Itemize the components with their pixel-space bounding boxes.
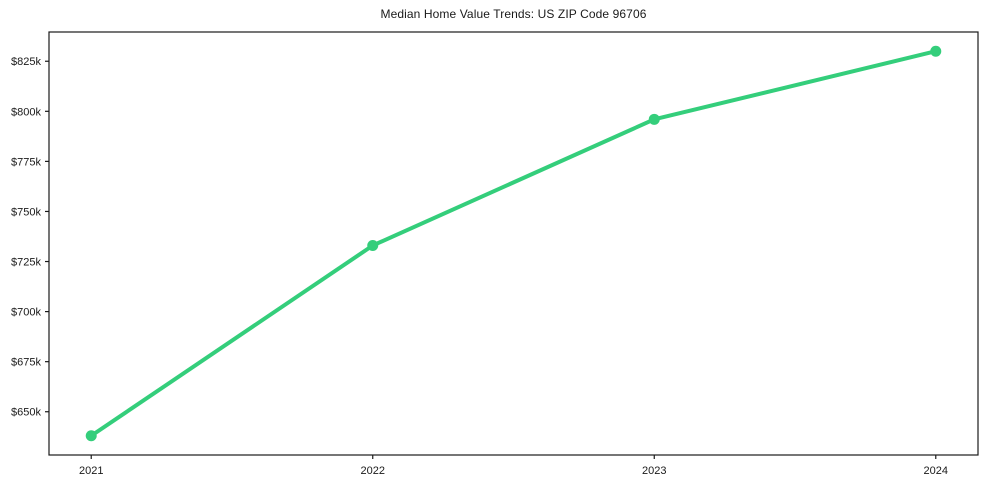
chart-title: Median Home Value Trends: US ZIP Code 96… [380, 7, 647, 21]
x-tick-label: 2022 [361, 465, 385, 477]
data-point-marker [930, 45, 942, 57]
data-point-marker [85, 430, 97, 442]
y-tick-label: $650k [11, 407, 41, 419]
x-tick-label: 2021 [79, 465, 103, 477]
y-tick-label: $750k [11, 206, 41, 218]
y-tick-label: $800k [11, 106, 41, 118]
y-tick-label: $700k [11, 307, 41, 319]
x-tick-label: 2024 [924, 465, 948, 477]
data-point-marker [367, 240, 379, 252]
y-tick-label: $825k [11, 56, 41, 68]
y-tick-label: $675k [11, 357, 41, 369]
y-tick-label: $725k [11, 257, 41, 269]
trend-line [89, 49, 938, 438]
x-tick-label: 2023 [642, 465, 666, 477]
plot-frame [48, 31, 979, 456]
y-tick-label: $775k [11, 156, 41, 168]
data-point-marker [648, 113, 660, 125]
